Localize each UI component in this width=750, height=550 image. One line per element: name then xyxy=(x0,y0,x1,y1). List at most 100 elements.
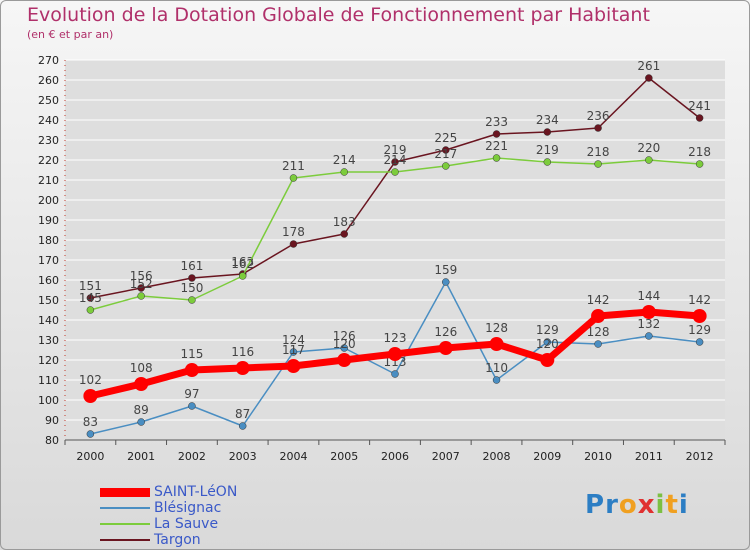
data-point-saint_leon xyxy=(641,305,656,319)
logo-letter: i xyxy=(655,490,666,520)
legend-swatch-saint-leon xyxy=(100,487,150,497)
y-tick-label: 170 xyxy=(38,254,59,267)
chart-title: Evolution de la Dotation Globale de Fonc… xyxy=(27,4,650,26)
chart-subtitle: (en € et par an) xyxy=(27,28,114,41)
data-point-blesignac xyxy=(137,418,145,426)
data-label-la_sauve: 220 xyxy=(637,141,660,155)
y-tick-label: 150 xyxy=(38,294,59,307)
data-point-targon xyxy=(340,230,348,238)
legend-item-la-sauve: La Sauve xyxy=(100,516,237,532)
data-point-blesignac xyxy=(695,338,704,346)
x-tick-label: 2003 xyxy=(229,450,257,463)
y-tick-label: 260 xyxy=(38,74,59,87)
data-label-targon: 178 xyxy=(282,225,305,239)
y-tick-label: 120 xyxy=(38,354,59,367)
data-label-targon: 161 xyxy=(180,259,203,273)
data-label-blesignac: 97 xyxy=(184,387,199,401)
data-label-la_sauve: 162 xyxy=(231,257,254,271)
data-point-la_sauve xyxy=(137,292,145,300)
data-label-saint_leon: 142 xyxy=(587,293,610,307)
data-point-la_sauve xyxy=(492,154,501,162)
data-point-saint_leon xyxy=(489,337,504,351)
data-label-blesignac: 126 xyxy=(333,329,356,343)
y-tick-label: 130 xyxy=(38,334,59,347)
data-point-saint_leon xyxy=(286,359,301,373)
legend-item-blesignac: Blésignac xyxy=(100,500,237,516)
data-point-la_sauve xyxy=(238,272,247,280)
data-point-saint_leon xyxy=(692,309,707,323)
x-tick-label: 2005 xyxy=(330,450,358,463)
data-label-saint_leon: 115 xyxy=(180,347,203,361)
logo-letter: o xyxy=(618,490,638,520)
data-point-la_sauve xyxy=(442,162,450,170)
data-label-la_sauve: 214 xyxy=(333,153,356,167)
data-point-targon xyxy=(188,274,196,282)
data-point-la_sauve xyxy=(543,158,552,166)
x-tick-label: 2006 xyxy=(381,450,409,463)
data-label-targon: 156 xyxy=(130,269,153,283)
data-point-saint_leon xyxy=(591,309,606,323)
data-point-targon xyxy=(137,284,145,292)
data-label-targon: 151 xyxy=(79,279,102,293)
data-label-saint_leon: 117 xyxy=(282,343,305,357)
x-tick-label: 2002 xyxy=(178,450,206,463)
data-label-la_sauve: 145 xyxy=(79,291,102,305)
y-tick-label: 200 xyxy=(38,194,59,207)
y-tick-label: 210 xyxy=(38,174,59,187)
logo-letter: i xyxy=(678,490,689,520)
data-point-blesignac xyxy=(289,348,298,356)
legend-label-blesignac: Blésignac xyxy=(154,500,222,516)
logo-letter: r xyxy=(605,490,619,520)
data-label-saint_leon: 123 xyxy=(384,331,407,345)
legend-label-la-sauve: La Sauve xyxy=(154,516,219,532)
data-point-blesignac xyxy=(238,422,247,430)
y-tick-label: 180 xyxy=(38,234,59,247)
data-label-la_sauve: 217 xyxy=(434,147,457,161)
x-tick-label: 2008 xyxy=(483,450,511,463)
data-point-blesignac xyxy=(86,430,95,438)
data-label-la_sauve: 218 xyxy=(587,145,610,159)
y-tick-label: 110 xyxy=(38,374,59,387)
data-point-la_sauve xyxy=(594,160,602,168)
data-label-saint_leon: 120 xyxy=(536,337,559,351)
data-point-targon xyxy=(543,128,552,136)
legend-item-saint-leon: SAINT-LéON xyxy=(100,484,237,500)
data-label-targon: 233 xyxy=(485,115,508,129)
data-label-saint_leon: 142 xyxy=(688,293,711,307)
logo-letter: t xyxy=(665,490,679,520)
data-label-la_sauve: 221 xyxy=(485,139,508,153)
data-label-blesignac: 124 xyxy=(282,333,305,347)
legend-swatch-la-sauve xyxy=(100,523,150,525)
data-label-la_sauve: 211 xyxy=(282,159,305,173)
data-label-targon: 241 xyxy=(688,99,711,113)
data-label-saint_leon: 108 xyxy=(130,361,153,375)
data-label-targon: 234 xyxy=(536,113,559,127)
data-point-blesignac xyxy=(391,370,399,378)
data-point-targon xyxy=(695,114,704,122)
data-point-blesignac xyxy=(340,344,348,352)
x-tick-label: 2012 xyxy=(686,450,714,463)
y-tick-label: 80 xyxy=(45,434,59,447)
data-label-blesignac: 110 xyxy=(485,361,508,375)
y-tick-label: 220 xyxy=(38,154,59,167)
x-tick-label: 2007 xyxy=(432,450,460,463)
y-tick-label: 240 xyxy=(38,114,59,127)
x-tick-label: 2011 xyxy=(635,450,663,463)
data-point-saint_leon xyxy=(83,389,98,403)
data-label-la_sauve: 218 xyxy=(688,145,711,159)
data-label-blesignac: 132 xyxy=(637,317,660,331)
y-tick-label: 190 xyxy=(38,214,59,227)
legend-label-targon: Targon xyxy=(154,532,201,548)
y-tick-label: 250 xyxy=(38,94,59,107)
data-label-blesignac: 87 xyxy=(235,407,250,421)
data-label-la_sauve: 150 xyxy=(180,281,203,295)
y-tick-label: 90 xyxy=(45,414,59,427)
x-tick-label: 2000 xyxy=(76,450,104,463)
y-tick-label: 140 xyxy=(38,314,59,327)
data-point-saint_leon xyxy=(337,353,352,367)
data-point-saint_leon xyxy=(134,377,149,391)
data-label-la_sauve: 219 xyxy=(536,143,559,157)
data-point-la_sauve xyxy=(188,296,196,304)
legend-label-saint-leon: SAINT-LéON xyxy=(154,484,238,500)
data-label-la_sauve: 152 xyxy=(130,277,153,291)
